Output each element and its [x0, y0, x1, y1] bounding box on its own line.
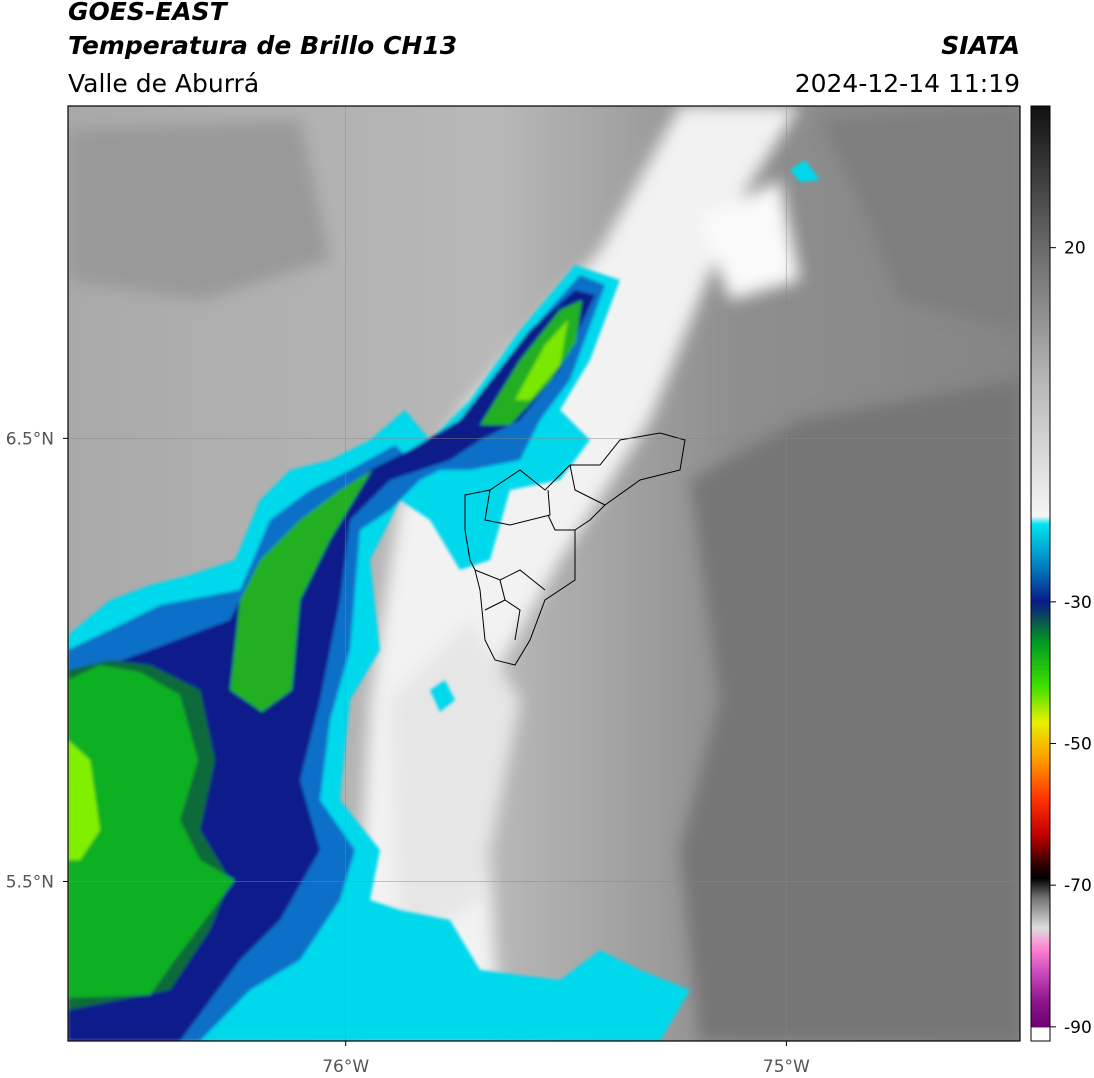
x-tick-label: 76°W — [322, 1057, 369, 1077]
datetime: 2024-12-14 11:19 — [795, 69, 1020, 98]
x-tick-label: 75°W — [763, 1057, 810, 1077]
region: Valle de Aburrá — [68, 69, 259, 98]
colorbar-tick-label: -70 — [1064, 876, 1092, 896]
municipality-boundaries — [464, 432, 686, 666]
y-tick-label: 5.5°N — [6, 872, 54, 892]
satellite-image — [68, 106, 1020, 1041]
y-tick-label: 6.5°N — [6, 429, 54, 449]
map-frame — [67, 105, 1021, 1042]
colorbar-tick-label: -30 — [1064, 593, 1092, 613]
colorbar-tick-label: -50 — [1064, 735, 1092, 755]
colorbar-tick-label: -90 — [1064, 1018, 1092, 1038]
colorbar — [1030, 105, 1051, 1042]
graticule — [68, 106, 1020, 1041]
subtitle: Temperatura de Brillo CH13 — [68, 31, 457, 60]
title: GOES-EAST — [68, 0, 229, 26]
colorbar-tick-label: 20 — [1064, 239, 1086, 259]
source: SIATA — [941, 31, 1020, 60]
